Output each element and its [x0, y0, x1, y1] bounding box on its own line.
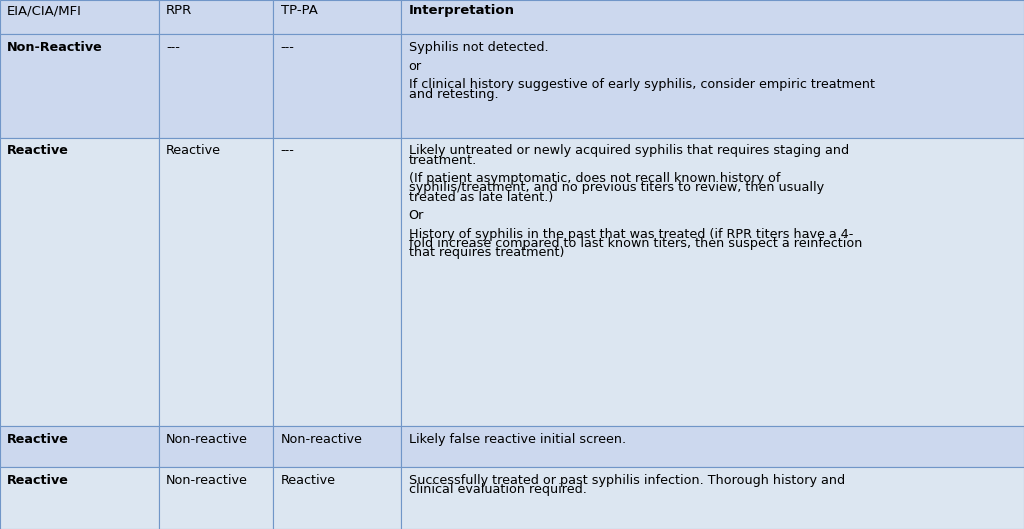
Text: Reactive: Reactive	[7, 433, 69, 446]
Text: Non-reactive: Non-reactive	[281, 433, 362, 446]
Bar	[273, 467, 401, 529]
Bar	[273, 138, 401, 426]
Text: Likely false reactive initial screen.: Likely false reactive initial screen.	[409, 433, 626, 446]
Bar	[0, 34, 159, 138]
Text: EIA/CIA/MFI: EIA/CIA/MFI	[7, 4, 82, 17]
Text: Reactive: Reactive	[7, 474, 69, 487]
Bar	[159, 138, 273, 426]
Text: clinical evaluation required.: clinical evaluation required.	[409, 484, 587, 496]
Text: treatment.: treatment.	[409, 153, 477, 167]
Text: Reactive: Reactive	[281, 474, 336, 487]
Text: Likely untreated or newly acquired syphilis that requires staging and: Likely untreated or newly acquired syphi…	[409, 144, 849, 158]
Bar	[401, 34, 1024, 138]
Bar	[159, 34, 273, 138]
Text: Reactive: Reactive	[166, 144, 221, 158]
Text: Non-reactive: Non-reactive	[166, 474, 248, 487]
Bar	[0, 0, 159, 34]
Bar	[401, 0, 1024, 34]
Text: ---: ---	[281, 144, 295, 158]
Text: and retesting.: and retesting.	[409, 87, 499, 101]
Text: If clinical history suggestive of early syphilis, consider empiric treatment: If clinical history suggestive of early …	[409, 78, 874, 92]
Text: Interpretation: Interpretation	[409, 4, 515, 17]
Bar	[159, 467, 273, 529]
Text: fold increase compared to last known titers, then suspect a reinfection: fold increase compared to last known tit…	[409, 237, 862, 250]
Text: Or: Or	[409, 209, 424, 222]
Text: Syphilis not detected.: Syphilis not detected.	[409, 41, 548, 54]
Text: that requires treatment): that requires treatment)	[409, 246, 564, 259]
Bar	[273, 426, 401, 467]
Text: ---: ---	[166, 41, 180, 54]
Text: Reactive: Reactive	[7, 144, 69, 158]
Text: Non-Reactive: Non-Reactive	[7, 41, 103, 54]
Text: or: or	[409, 60, 422, 73]
Text: (If patient asymptomatic, does not recall known history of: (If patient asymptomatic, does not recal…	[409, 172, 780, 185]
Bar	[401, 467, 1024, 529]
Text: ---: ---	[281, 41, 295, 54]
Text: RPR: RPR	[166, 4, 193, 17]
Text: Non-reactive: Non-reactive	[166, 433, 248, 446]
Text: syphilis/treatment, and no previous titers to review, then usually: syphilis/treatment, and no previous tite…	[409, 181, 823, 195]
Text: Successfully treated or past syphilis infection. Thorough history and: Successfully treated or past syphilis in…	[409, 474, 845, 487]
Bar	[159, 426, 273, 467]
Bar	[0, 138, 159, 426]
Bar	[273, 0, 401, 34]
Text: TP-PA: TP-PA	[281, 4, 317, 17]
Bar	[401, 426, 1024, 467]
Bar	[273, 34, 401, 138]
Text: History of syphilis in the past that was treated (if RPR titers have a 4-: History of syphilis in the past that was…	[409, 227, 853, 241]
Text: treated as late latent.): treated as late latent.)	[409, 190, 553, 204]
Bar	[401, 138, 1024, 426]
Bar	[0, 426, 159, 467]
Bar	[0, 467, 159, 529]
Bar	[159, 0, 273, 34]
